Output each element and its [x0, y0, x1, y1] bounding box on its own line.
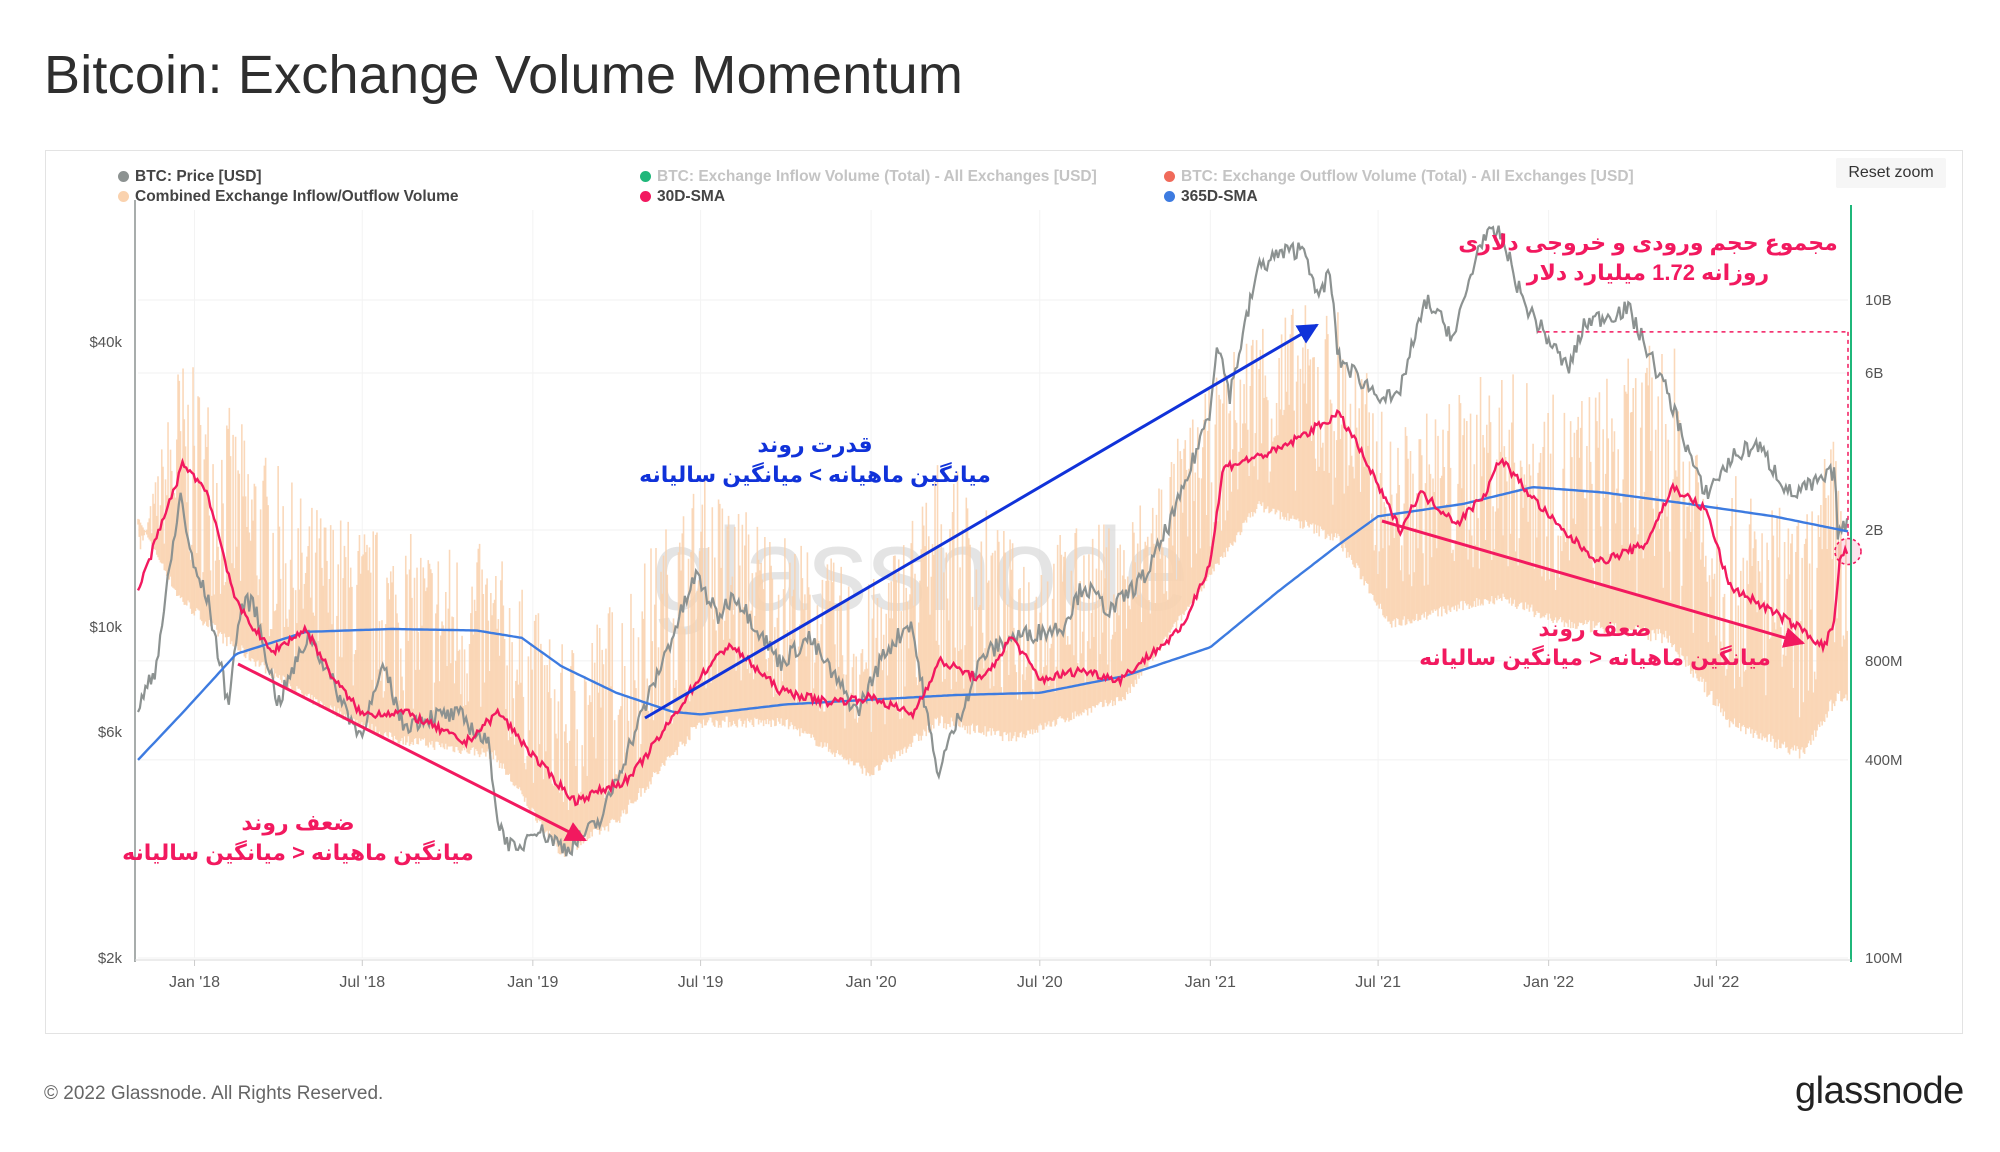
legend-dot-icon — [1164, 191, 1175, 202]
legend-item-outflow[interactable]: BTC: Exchange Outflow Volume (Total) - A… — [1164, 168, 1634, 186]
legend-item-inflow[interactable]: BTC: Exchange Inflow Volume (Total) - Al… — [640, 168, 1097, 186]
legend-dot-icon — [1164, 171, 1175, 182]
legend-dot-icon — [118, 171, 129, 182]
chart-frame — [45, 150, 1963, 1034]
legend-label: BTC: Exchange Outflow Volume (Total) - A… — [1181, 168, 1634, 185]
legend-dot-icon — [118, 191, 129, 202]
legend-dot-icon — [640, 171, 651, 182]
legend-label: BTC: Exchange Inflow Volume (Total) - Al… — [657, 168, 1097, 185]
legend-label: 30D-SMA — [657, 188, 726, 205]
legend-item-price[interactable]: BTC: Price [USD] — [118, 168, 262, 186]
legend-item-combined[interactable]: Combined Exchange Inflow/Outflow Volume — [118, 188, 459, 206]
chart-legend: BTC: Price [USD] BTC: Exchange Inflow Vo… — [0, 168, 2000, 212]
reset-zoom-button[interactable]: Reset zoom — [1836, 158, 1946, 188]
legend-label: Combined Exchange Inflow/Outflow Volume — [135, 188, 459, 205]
legend-item-sma365[interactable]: 365D-SMA — [1164, 188, 1258, 206]
glassnode-logo: glassnode — [1795, 1070, 1964, 1112]
copyright-text: © 2022 Glassnode. All Rights Reserved. — [44, 1083, 384, 1104]
legend-label: BTC: Price [USD] — [135, 168, 262, 185]
legend-label: 365D-SMA — [1181, 188, 1258, 205]
legend-dot-icon — [640, 191, 651, 202]
legend-item-sma30[interactable]: 30D-SMA — [640, 188, 725, 206]
page-title: Bitcoin: Exchange Volume Momentum — [44, 45, 964, 105]
